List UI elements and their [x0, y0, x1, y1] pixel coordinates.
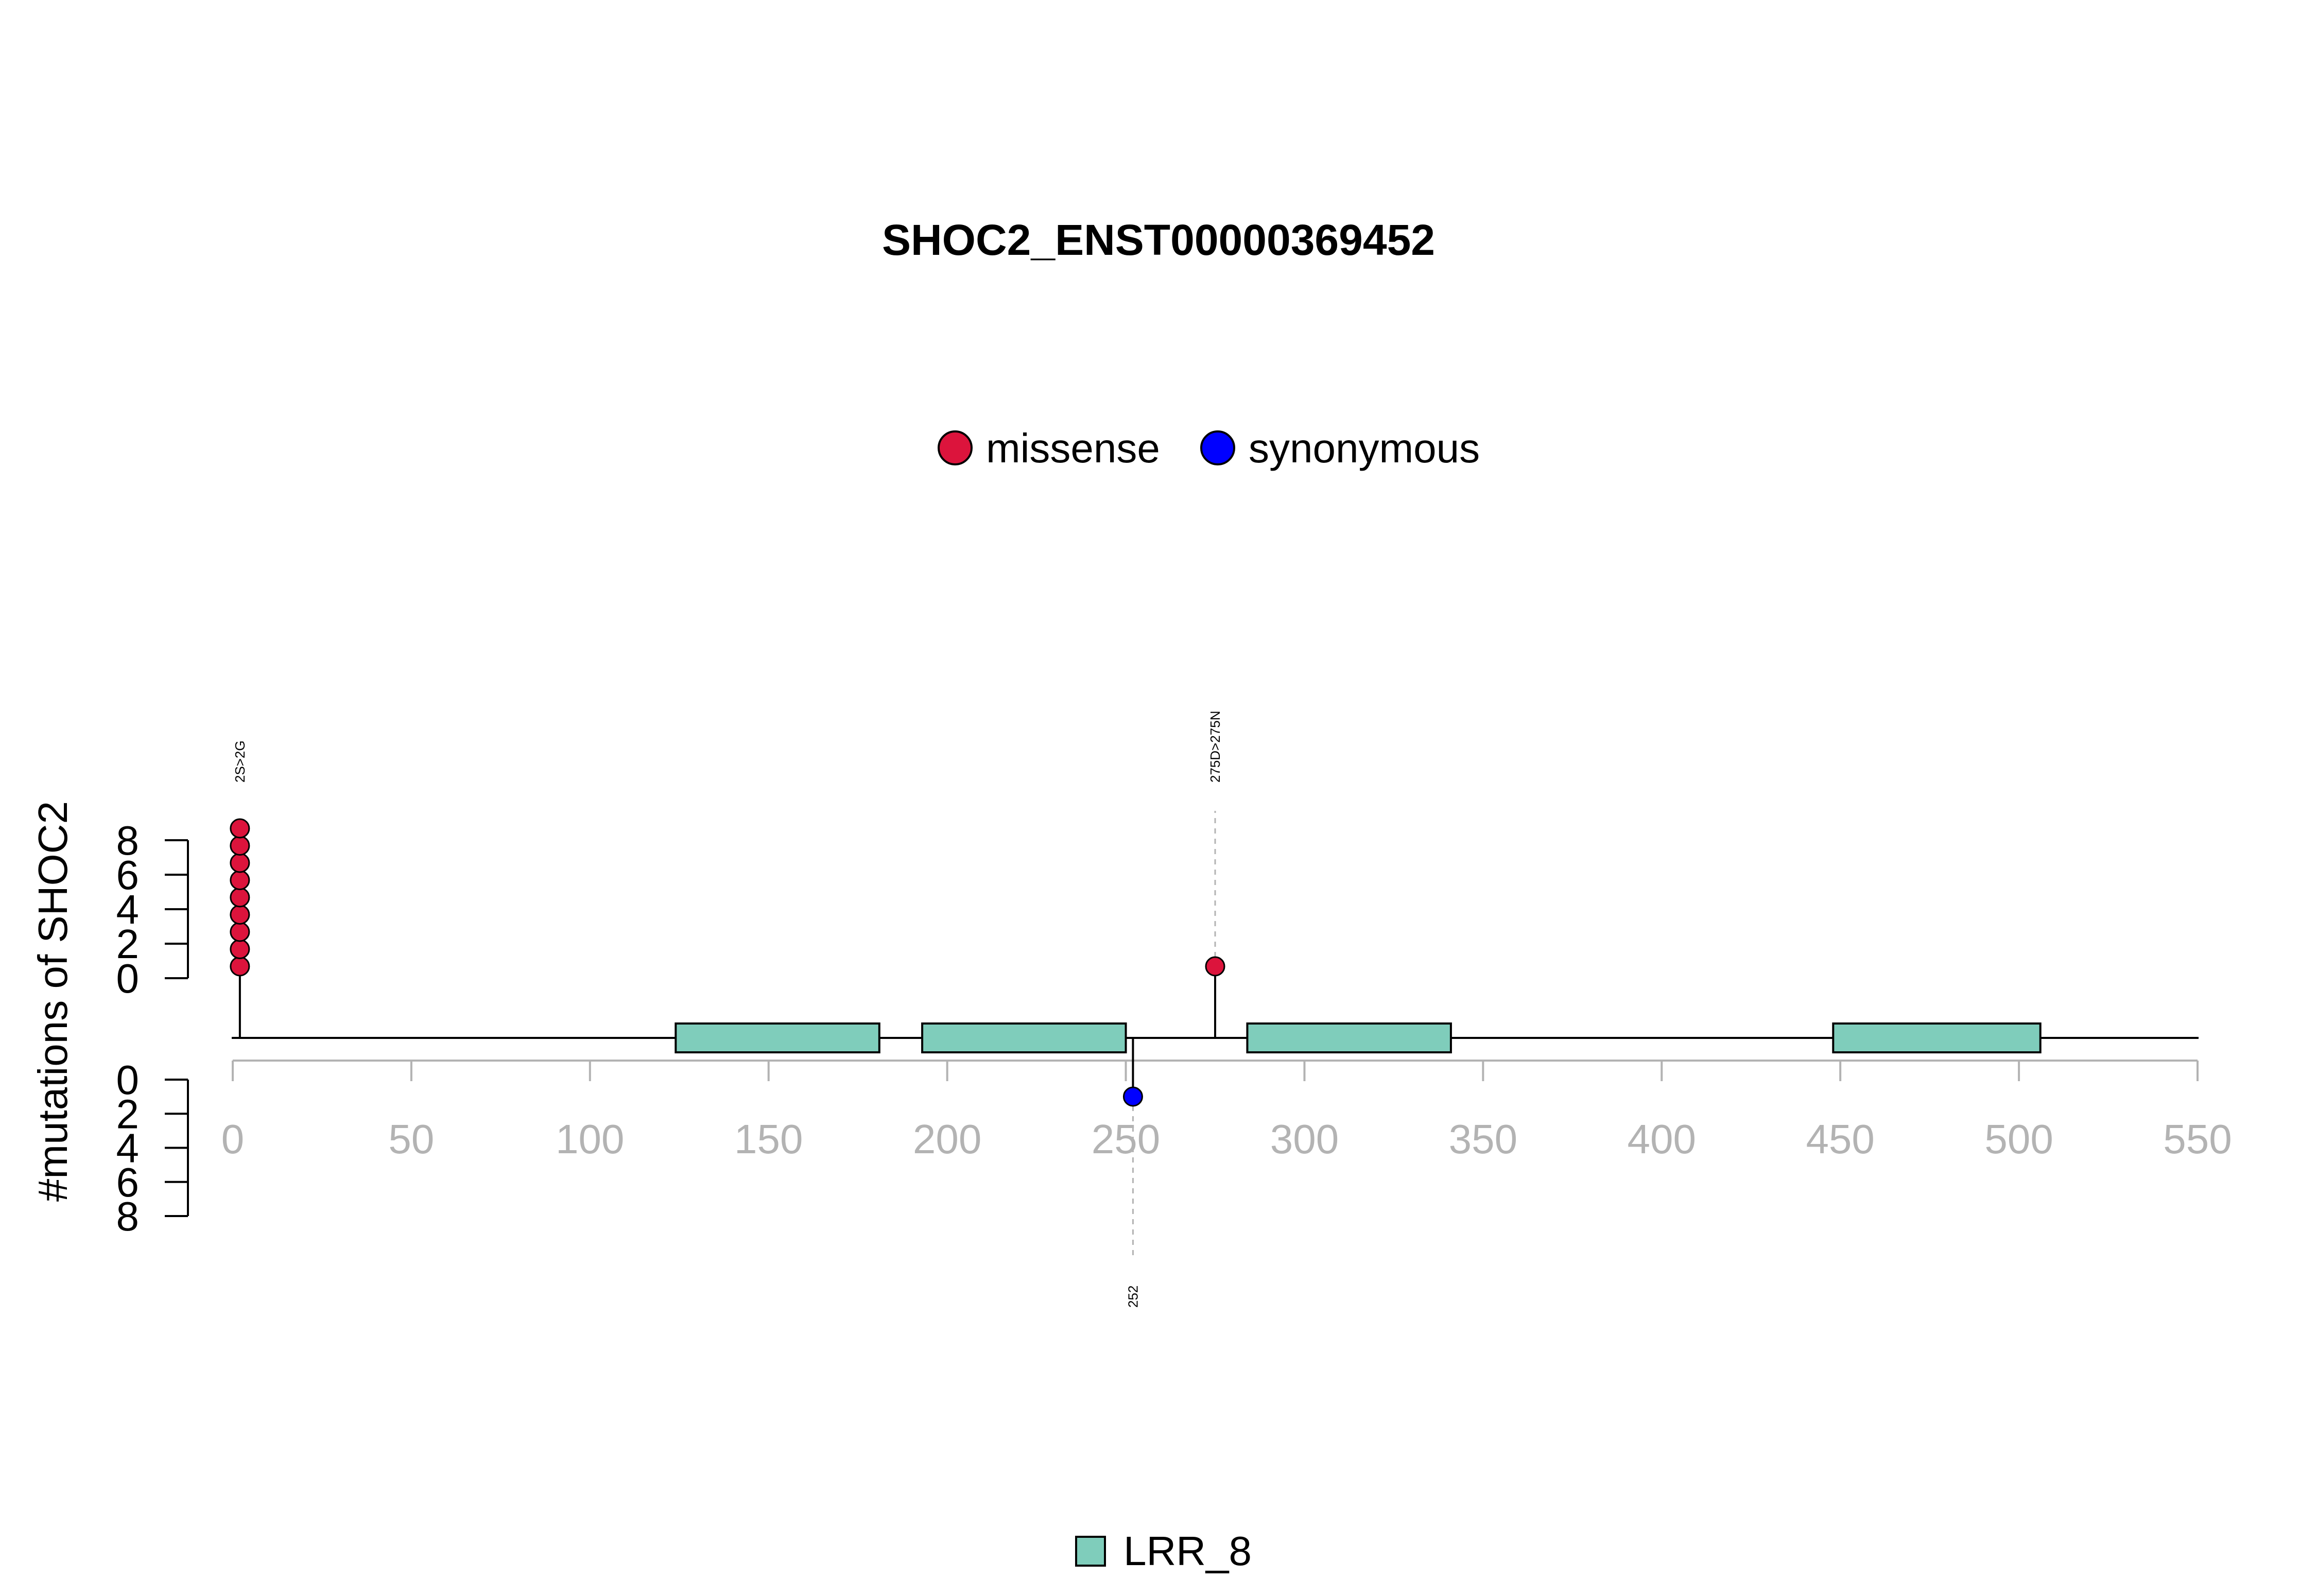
y-tick-label: 0: [116, 1057, 140, 1103]
protein-domains: [675, 1022, 2042, 1053]
x-tick-label: 550: [2163, 1116, 2232, 1162]
x-tick-label: 450: [1806, 1116, 1874, 1162]
y-tick-label: 4: [116, 887, 140, 932]
x-tick-label: 150: [734, 1116, 803, 1162]
mutation-point: [230, 870, 250, 890]
mutation-legend: missense synonymous: [938, 425, 1480, 471]
mutation-point: [230, 922, 250, 942]
mutation-label: 252: [1125, 1286, 1140, 1308]
y-tick-label: 0: [116, 956, 140, 1001]
mutation-point: [230, 836, 250, 856]
y-tick-label: 8: [116, 1193, 140, 1239]
x-tick-label: 0: [221, 1116, 245, 1162]
y-axis-label: #mutations of SHOC2: [30, 801, 76, 1202]
legend-missense-swatch: [938, 430, 973, 465]
x-tick-label: 50: [388, 1116, 434, 1162]
y-tick-label: 6: [116, 1159, 140, 1205]
legend-lrr8-swatch: [1075, 1536, 1106, 1567]
x-tick-label: 350: [1449, 1116, 1517, 1162]
y-tick-label: 6: [116, 852, 140, 898]
mutation-point: [230, 939, 250, 959]
domain-box: [921, 1022, 1127, 1053]
x-tick-label: 500: [1984, 1116, 2053, 1162]
mutation-point: [230, 887, 250, 908]
domain-legend: LRR_8: [1075, 1528, 1252, 1574]
x-tick-label: 400: [1628, 1116, 1696, 1162]
mutation-point: [230, 818, 250, 839]
legend-lrr8-label: LRR_8: [1123, 1528, 1252, 1574]
y-tick-label: 2: [116, 1091, 140, 1137]
mutation-label: 2S>2G: [232, 740, 248, 783]
mutation-point: [230, 853, 250, 873]
domain-box: [675, 1022, 880, 1053]
legend-missense-label: missense: [986, 425, 1160, 471]
x-axis: 0 50 100 150 200 250 300 350 400 450 500 550: [221, 1060, 2232, 1162]
x-tick-label: 200: [913, 1116, 981, 1162]
x-tick-label: 100: [556, 1116, 624, 1162]
y-tick-label: 2: [116, 921, 140, 967]
mutation-stems: [238, 811, 1216, 1256]
y-tick-label: 4: [116, 1125, 140, 1171]
mutation-point: [1122, 1086, 1143, 1107]
mutation-label: 275D>275N: [1207, 711, 1223, 783]
x-tick-label: 300: [1270, 1116, 1339, 1162]
mutation-points: [230, 818, 1225, 1107]
chart-title: SHOC2_ENST00000369452: [882, 216, 1435, 264]
y-tick-label: 8: [116, 818, 140, 863]
domain-box: [1832, 1022, 2042, 1053]
mutation-point: [230, 956, 250, 977]
legend-synonymous-swatch: [1200, 430, 1235, 465]
mutation-point: [230, 905, 250, 925]
domain-box: [1246, 1022, 1452, 1053]
x-tick-label: 250: [1092, 1116, 1160, 1162]
mutation-point: [1205, 956, 1225, 977]
legend-synonymous-label: synonymous: [1249, 425, 1480, 471]
mutation-labels: 2S>2G 275D>275N 252: [232, 711, 1223, 1308]
